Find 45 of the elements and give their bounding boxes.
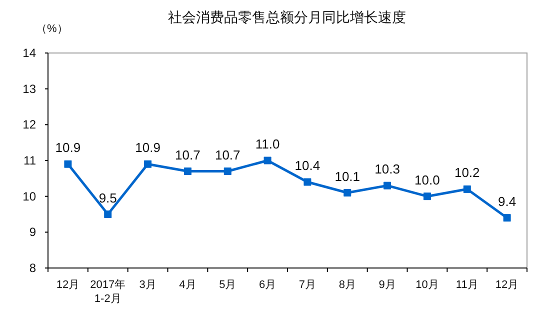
y-tick-label: 10 — [22, 189, 36, 204]
point — [304, 178, 312, 186]
point — [104, 210, 112, 218]
point — [64, 160, 72, 168]
point — [503, 214, 511, 222]
point — [184, 168, 192, 175]
data-label: 10.7 — [214, 147, 240, 162]
x-tick-label: 4月 — [179, 279, 196, 291]
x-tick-label: 7月 — [298, 279, 316, 291]
point — [423, 192, 431, 200]
data-label: 10.3 — [374, 162, 400, 177]
x-tick-label: 12月 — [56, 279, 80, 291]
point — [463, 185, 471, 193]
data-label: 10.0 — [414, 172, 440, 188]
data-label: 10.1 — [334, 168, 360, 184]
point — [344, 189, 352, 196]
y-tick-label: 8 — [29, 261, 36, 275]
x-tick-label: 6月 — [258, 279, 276, 291]
point — [144, 160, 152, 168]
chart-title: 社会消费品零售总额分月同比增长速度 — [168, 9, 406, 25]
x-tick-label: 2017年 1-2月 — [90, 279, 126, 305]
y-tick-label: 9 — [29, 225, 36, 240]
x-tick-label: 9月 — [378, 279, 396, 291]
x-tick-label: 12月 — [495, 279, 519, 291]
data-label: 10.4 — [294, 158, 320, 173]
point — [384, 182, 392, 190]
y-tick-label: 12 — [22, 118, 36, 132]
y-tick-label: 14 — [22, 46, 36, 60]
x-tick-label: 5月 — [219, 279, 236, 291]
data-label: 10.2 — [454, 165, 480, 180]
data-label: 10.9 — [55, 140, 81, 156]
data-label: 9.4 — [498, 194, 516, 209]
y-tick-label: 11 — [24, 154, 36, 168]
y-axis-title: （%） — [36, 23, 68, 35]
point — [224, 168, 232, 175]
y-tick-label: 13 — [22, 82, 36, 96]
x-tick-label: 8月 — [338, 279, 356, 291]
data-label: 10.9 — [135, 140, 160, 156]
data-label: 10.7 — [175, 147, 200, 162]
data-label: 9.5 — [98, 190, 117, 206]
x-tick-label: 10月 — [416, 279, 439, 291]
x-tick-label: 11月 — [456, 279, 478, 291]
data-label: 11.0 — [255, 136, 280, 152]
point — [264, 156, 272, 164]
x-tick-label: 3月 — [139, 279, 156, 291]
